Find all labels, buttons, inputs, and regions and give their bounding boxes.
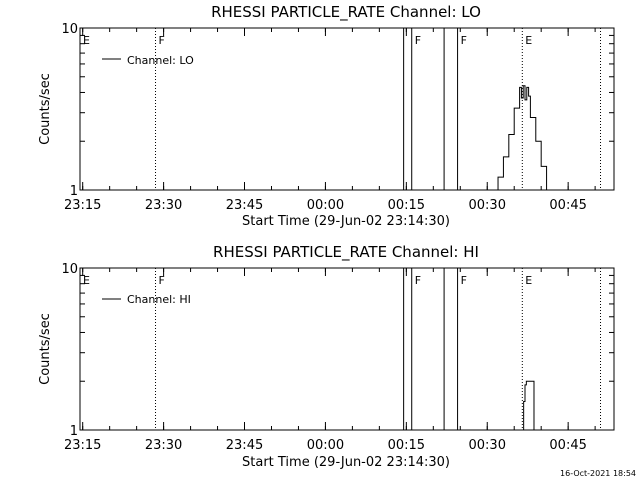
- x-tick-label: 23:30: [145, 198, 182, 213]
- legend-entry: Channel: HI: [127, 293, 191, 306]
- y-axis-label: Counts/sec: [38, 313, 53, 385]
- x-tick-label: 00:15: [388, 438, 425, 453]
- event-marker-label: E: [83, 34, 90, 47]
- x-tick-label: 00:30: [469, 438, 506, 453]
- event-marker-label: E: [525, 274, 532, 287]
- x-tick-label: 00:45: [549, 438, 586, 453]
- chart-panel-lo: RHESSI PARTICLE_RATE Channel: LO Counts/…: [38, 3, 615, 229]
- x-axis-label: Start Time (29-Jun-02 23:14:30): [242, 214, 450, 229]
- plot-frame: [79, 267, 615, 431]
- series-line: [522, 380, 535, 431]
- x-tick-label: 00:45: [549, 198, 586, 213]
- plot-frame: [79, 27, 615, 191]
- x-tick-label: 23:15: [64, 198, 101, 213]
- chart-title: RHESSI PARTICLE_RATE Channel: HI: [213, 243, 479, 262]
- x-tick-label: 23:30: [145, 438, 182, 453]
- event-marker-label: F: [415, 34, 421, 47]
- legend-entry: Channel: LO: [127, 54, 194, 67]
- x-tick-label: 00:00: [307, 438, 344, 453]
- event-marker-label: E: [83, 274, 90, 287]
- x-tick-label: 23:15: [64, 438, 101, 453]
- series-line: [492, 85, 548, 191]
- chart-panel-hi: RHESSI PARTICLE_RATE Channel: HI Counts/…: [38, 243, 615, 470]
- x-tick-label: 23:45: [226, 438, 263, 453]
- x-tick-label: 00:30: [469, 198, 506, 213]
- x-tick-label: 23:45: [226, 198, 263, 213]
- y-tick-label: 10: [61, 22, 78, 37]
- chart-title: RHESSI PARTICLE_RATE Channel: LO: [211, 3, 481, 22]
- event-marker-label: F: [415, 274, 421, 287]
- y-tick-label: 1: [70, 184, 78, 199]
- event-marker-label: F: [461, 274, 467, 287]
- event-marker-label: E: [525, 34, 532, 47]
- x-axis-label: Start Time (29-Jun-02 23:14:30): [242, 455, 450, 470]
- event-marker-label: F: [159, 34, 165, 47]
- x-tick-label: 00:00: [307, 198, 344, 213]
- y-tick-label: 10: [61, 262, 78, 277]
- event-marker-label: F: [159, 274, 165, 287]
- y-axis-label: Counts/sec: [38, 73, 53, 145]
- y-tick-label: 1: [70, 424, 78, 439]
- event-marker-label: F: [461, 34, 467, 47]
- x-tick-label: 00:15: [388, 198, 425, 213]
- footer-timestamp: 16-Oct-2021 18:54: [560, 469, 636, 478]
